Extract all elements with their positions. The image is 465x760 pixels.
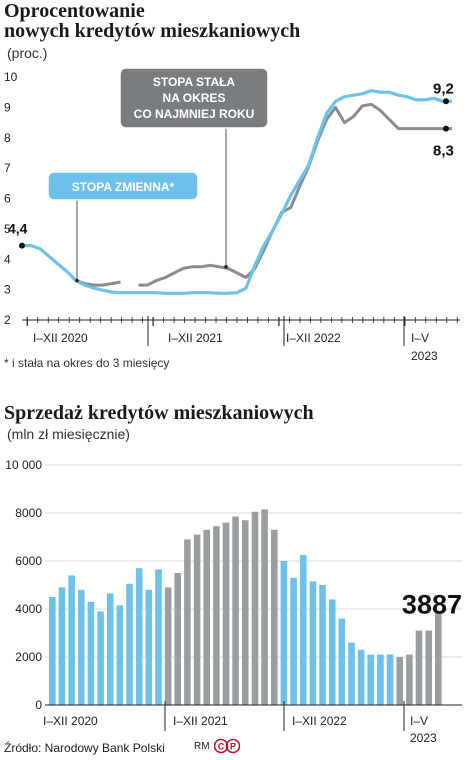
- x-tick-label: I–XII 2022: [286, 331, 341, 345]
- callout-text-fixed: CO NAJMNIEJ ROKU: [134, 107, 255, 121]
- bar: [415, 630, 423, 705]
- bar: [193, 534, 201, 705]
- y-tick-label: 6: [4, 192, 11, 206]
- bar: [425, 630, 432, 705]
- bar: [135, 568, 143, 705]
- chart2-title: Sprzedaż kredytów mieszkaniowych: [4, 402, 314, 424]
- callout-dot-variable: [75, 278, 79, 283]
- bar: [126, 583, 133, 705]
- chart2-subtitle: (mln zł miesięcznie): [7, 426, 130, 442]
- bar: [232, 516, 239, 705]
- source-note: Źródło: Narodowy Bank Polski: [4, 741, 165, 755]
- bar: [49, 597, 56, 705]
- bar: [184, 539, 191, 705]
- bar: [242, 520, 249, 705]
- bar: [357, 649, 365, 705]
- callout-box-fixed: [119, 67, 269, 129]
- x-tick-label: I–V: [410, 714, 428, 728]
- end-value-fixed: 8,3: [433, 143, 454, 160]
- y-tick-label: 4: [4, 252, 11, 266]
- bar: [68, 575, 75, 705]
- y-tick-label: 10: [4, 70, 18, 84]
- y-tick-label: 8: [4, 131, 11, 145]
- x-tick-label: I–XII 2020: [33, 331, 88, 345]
- callout-dot-fixed: [224, 265, 228, 269]
- bar: [328, 599, 336, 705]
- highlight-value-label: 3887: [402, 590, 462, 620]
- x-tick-label-year: 2023: [410, 731, 437, 745]
- line-chart: 2 3 4 5 6 7 8 9 10 I–XII 2020 I–XII 2021 I–XII 2022…: [4, 67, 460, 363]
- callout-text-fixed: NA OKRES: [163, 91, 226, 105]
- x-tick-label: I–XII 2020: [43, 714, 98, 728]
- bar: [319, 585, 326, 705]
- y-tick-label: 5: [4, 222, 11, 236]
- y-tick-label: 9: [4, 100, 11, 114]
- x-tick-label-year: 2023: [411, 349, 438, 363]
- end-value-variable: 9,2: [433, 80, 454, 97]
- bar: [116, 605, 124, 705]
- bar: [203, 529, 210, 705]
- start-value-label: 4,4: [8, 221, 28, 237]
- bar-chart: 0 2000 4000 6000 8000 10 000 I–XII 2020 I–XII 2…: [5, 458, 462, 745]
- x-tick-label: I–XII 2021: [168, 331, 223, 345]
- y-tick-label: 0: [35, 698, 42, 712]
- bar: [251, 511, 259, 705]
- callout-box-variable: [47, 171, 199, 201]
- bar: [106, 593, 114, 705]
- bar: [97, 611, 104, 705]
- bar: [155, 569, 162, 705]
- chart1-subtitle: (proc.): [7, 45, 48, 61]
- bar: [58, 587, 66, 705]
- x-tick-label: I–XII 2022: [292, 714, 347, 728]
- bar: [338, 618, 346, 705]
- bar: [174, 573, 181, 705]
- bar: [309, 581, 317, 705]
- series-line-variable: [22, 89, 452, 295]
- bar: [271, 529, 278, 705]
- bar: [348, 642, 355, 705]
- bar: [213, 526, 220, 705]
- bar: [435, 611, 442, 705]
- bar: [261, 509, 268, 705]
- bar: [290, 577, 297, 705]
- bar: [145, 589, 153, 705]
- callout-text-fixed: STOPA STAŁA: [153, 75, 236, 89]
- y-tick-label: 8000: [15, 506, 42, 520]
- end-point-fixed: [443, 125, 449, 132]
- start-point: [19, 242, 25, 249]
- bar: [406, 654, 413, 705]
- bar: [78, 589, 85, 705]
- bar: [222, 522, 230, 705]
- chart1-title-line2: nowych kredytów mieszkaniowych: [4, 20, 301, 42]
- y-tick-label: 2: [4, 313, 11, 327]
- y-tick-label: 7: [4, 161, 11, 175]
- bar: [164, 587, 172, 705]
- y-tick-label: 4000: [15, 602, 42, 616]
- x-tick-label: I–XII 2021: [173, 714, 228, 728]
- bar: [87, 601, 95, 705]
- brand-mark: RM: [194, 741, 210, 752]
- bar: [386, 654, 394, 705]
- callout-text-variable: STOPA ZMIENNA*: [72, 180, 175, 194]
- bar: [396, 657, 403, 705]
- bar: [377, 654, 384, 705]
- svg-text:P: P: [230, 742, 236, 752]
- y-tick-label: 6000: [15, 554, 42, 568]
- end-point-variable: [443, 98, 449, 105]
- y-tick-label: 3: [4, 283, 11, 297]
- bar: [299, 555, 307, 705]
- x-tick-label: I–V: [411, 331, 429, 345]
- y-tick-label: 2000: [15, 650, 42, 664]
- chart1-title-line1: Oprocentowanie: [4, 0, 145, 22]
- y-tick-label: 10 000: [5, 458, 42, 472]
- chart1-footnote: * i stała na okres do 3 miesięcy: [4, 356, 170, 370]
- svg-text:C: C: [218, 742, 225, 752]
- bar: [280, 561, 288, 705]
- cp-logo-icon: C P: [214, 738, 240, 754]
- bar: [367, 654, 374, 705]
